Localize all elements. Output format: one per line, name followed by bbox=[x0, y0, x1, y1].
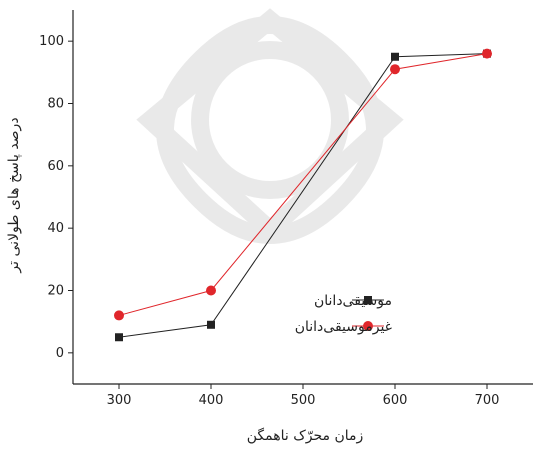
x-tick-label: 500 bbox=[291, 393, 316, 408]
y-tick-label: 40 bbox=[47, 221, 64, 236]
data-point-square bbox=[391, 52, 399, 61]
x-tick-label: 400 bbox=[199, 393, 224, 408]
legend-label: موسیقی‌دانان bbox=[314, 293, 392, 309]
legend-marker-circle bbox=[363, 321, 373, 331]
x-axis-title: زمان محرّک ناهمگن bbox=[247, 427, 364, 444]
data-point-square bbox=[115, 333, 123, 342]
watermark-ornament bbox=[136, 8, 404, 244]
series-line-2 bbox=[118, 53, 488, 316]
y-tick-label: 100 bbox=[39, 34, 64, 49]
series-line-1 bbox=[118, 53, 488, 338]
data-point-circle bbox=[390, 64, 400, 75]
legend-label: غیرموسیقی‌دانان bbox=[295, 319, 392, 335]
y-tick-label: 60 bbox=[47, 159, 64, 174]
x-tick-label: 700 bbox=[475, 393, 500, 408]
y-tick-label: 20 bbox=[47, 284, 64, 299]
y-tick-label: 80 bbox=[47, 97, 64, 112]
y-axis-title: درصد پاسخ های طولانی تر bbox=[6, 117, 22, 273]
data-point-square bbox=[207, 320, 215, 329]
data-point-circle bbox=[206, 285, 216, 296]
data-point-circle bbox=[114, 310, 124, 321]
y-tick-label: 0 bbox=[56, 346, 64, 361]
x-tick-label: 300 bbox=[107, 393, 132, 408]
data-point-circle bbox=[482, 48, 492, 59]
x-tick-label: 600 bbox=[383, 393, 408, 408]
legend: موسیقی‌دانان غیرموسیقی‌دانان bbox=[295, 293, 392, 335]
legend-marker-square bbox=[364, 296, 372, 304]
